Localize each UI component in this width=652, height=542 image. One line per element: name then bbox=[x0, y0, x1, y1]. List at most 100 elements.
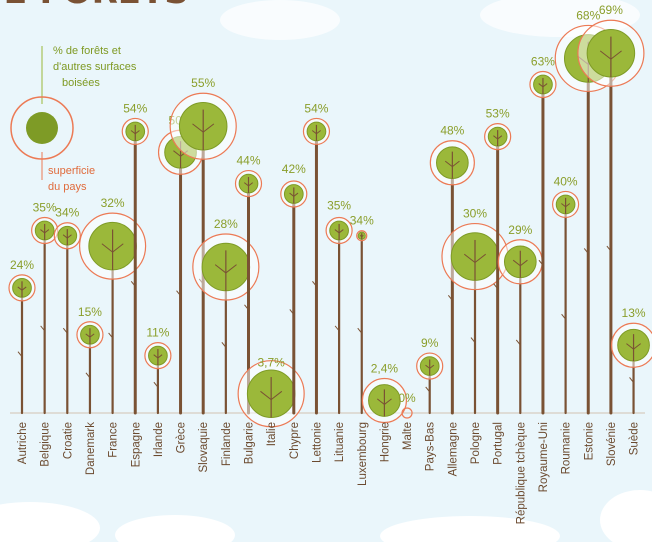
country-label: Slovaquie bbox=[198, 422, 210, 473]
pct-label: 32% bbox=[101, 196, 125, 210]
tree-vein bbox=[62, 234, 72, 239]
country-area-ring bbox=[401, 407, 413, 419]
country-label: Allemagne bbox=[447, 422, 459, 476]
tree-branch bbox=[153, 381, 159, 388]
pct-label: 13% bbox=[622, 306, 646, 320]
tree-branch bbox=[447, 295, 453, 301]
legend-green-line-2: d'autres surfaces bbox=[53, 61, 137, 73]
tree-branch bbox=[357, 327, 363, 334]
pct-label: 54% bbox=[123, 101, 147, 115]
country-label: Malte bbox=[402, 422, 414, 450]
pct-label: 35% bbox=[327, 199, 351, 213]
country-label: Autriche bbox=[17, 422, 29, 464]
tree-12: 42% Chypre bbox=[280, 162, 308, 459]
tree-24: 40% Roumanie bbox=[551, 174, 580, 474]
chart-marks: 24% Autriche 35% Belgique 34% Croatie 15% Danem… bbox=[8, 3, 652, 524]
tree-branch bbox=[561, 313, 566, 320]
tree-branch bbox=[538, 259, 544, 266]
tree-vein bbox=[425, 364, 435, 370]
tree-18: 9% Pays-Bas bbox=[416, 336, 444, 471]
tree-vein bbox=[101, 243, 124, 253]
tree-canopy-edge bbox=[419, 356, 440, 376]
tree-11: 3,7% Italie bbox=[237, 356, 305, 446]
tree-15: 34% Luxembourg bbox=[350, 214, 374, 486]
country-label: Finlande bbox=[221, 422, 233, 466]
tree-vein bbox=[153, 354, 163, 359]
country-label: Lettonie bbox=[311, 422, 323, 463]
pct-label: 15% bbox=[78, 305, 102, 319]
tree-21: 53% Portugal bbox=[484, 107, 512, 465]
country-label: Estonie bbox=[583, 422, 595, 460]
pct-label: 34% bbox=[55, 206, 79, 220]
tree-4: 32% France bbox=[78, 196, 147, 458]
pct-label: 0% bbox=[398, 391, 416, 405]
country-label: Pologne bbox=[470, 422, 482, 464]
tree-26: 69% Slovénie bbox=[577, 3, 645, 466]
country-label: France bbox=[108, 422, 120, 458]
tree-6: 11% Irlande bbox=[144, 326, 172, 457]
tree-13: 54% Lettonie bbox=[302, 101, 331, 463]
pct-label: 69% bbox=[599, 3, 623, 17]
pct-label: 30% bbox=[463, 207, 487, 221]
country-label: Pays-Bas bbox=[425, 422, 437, 471]
tree-vein bbox=[192, 123, 215, 133]
tree-27: 13% Suède bbox=[610, 306, 652, 455]
country-label: Suède bbox=[629, 422, 641, 455]
tree-22: 29% République tchèque bbox=[497, 223, 543, 524]
pct-label: 3,7% bbox=[257, 356, 285, 370]
tree-vein bbox=[444, 160, 460, 168]
tree-branch bbox=[108, 332, 113, 339]
tree-0: 24% Autriche bbox=[8, 258, 36, 464]
tree-vein bbox=[17, 286, 27, 291]
legend-orange-line-1: superficie bbox=[48, 165, 95, 177]
tree-3: 15% Danemark bbox=[76, 305, 104, 475]
pct-label: 55% bbox=[191, 76, 215, 90]
pct-label: 53% bbox=[486, 107, 510, 121]
legend-orange-line-2: du pays bbox=[48, 181, 87, 193]
pct-label: 63% bbox=[531, 55, 555, 69]
tree-branch bbox=[40, 325, 46, 332]
country-label: Grèce bbox=[176, 422, 188, 453]
tree-vein bbox=[243, 182, 254, 187]
tree-2: 34% Croatie bbox=[53, 206, 81, 459]
tree-vein bbox=[260, 390, 283, 401]
tree-branch bbox=[493, 283, 499, 289]
legend-area-circle bbox=[10, 96, 74, 160]
tree-branch bbox=[629, 377, 634, 383]
tree-vein bbox=[40, 229, 50, 234]
tree-branch bbox=[17, 351, 23, 357]
pct-label: 28% bbox=[214, 217, 238, 231]
tree-vein bbox=[561, 203, 571, 208]
tree-16: 2,4% Hongrie bbox=[361, 361, 407, 462]
tree-branch bbox=[470, 337, 476, 343]
legend-forest-circle bbox=[26, 112, 58, 144]
tree-9: 28% Finlande bbox=[192, 217, 260, 466]
tree-19: 48% Allemagne bbox=[429, 124, 475, 476]
country-label: Croatie bbox=[62, 422, 74, 459]
tree-20: 30% Pologne bbox=[441, 207, 509, 464]
pct-label: 34% bbox=[350, 214, 374, 228]
country-label: Slovénie bbox=[606, 422, 618, 466]
country-label: Luxembourg bbox=[357, 422, 369, 486]
country-label: Hongrie bbox=[379, 422, 391, 462]
country-label: Bulgarie bbox=[244, 422, 256, 464]
tree-23: 63% Royaume-Uni bbox=[529, 55, 557, 492]
country-label: Roumanie bbox=[561, 422, 573, 474]
legend-green-line-1: % de forêts et bbox=[53, 45, 121, 57]
country-label: Irlande bbox=[153, 422, 165, 457]
legend: % de forêts et d'autres surfaces boisées… bbox=[10, 45, 137, 193]
pct-label: 48% bbox=[440, 124, 464, 138]
tree-5: 54% Espagne bbox=[121, 101, 149, 467]
pct-label: 68% bbox=[576, 8, 600, 22]
country-label: Belgique bbox=[40, 422, 52, 467]
tree-14: 35% Lituanie bbox=[325, 199, 353, 462]
tree-branch bbox=[85, 372, 91, 379]
country-label: Lituanie bbox=[334, 422, 346, 462]
tree-7: 50%Grèce bbox=[157, 113, 204, 453]
tree-vein bbox=[130, 130, 140, 135]
pct-label: 42% bbox=[282, 162, 306, 176]
tree-branch bbox=[62, 327, 68, 334]
tree-branch bbox=[425, 386, 431, 393]
country-label: Portugal bbox=[493, 422, 505, 465]
